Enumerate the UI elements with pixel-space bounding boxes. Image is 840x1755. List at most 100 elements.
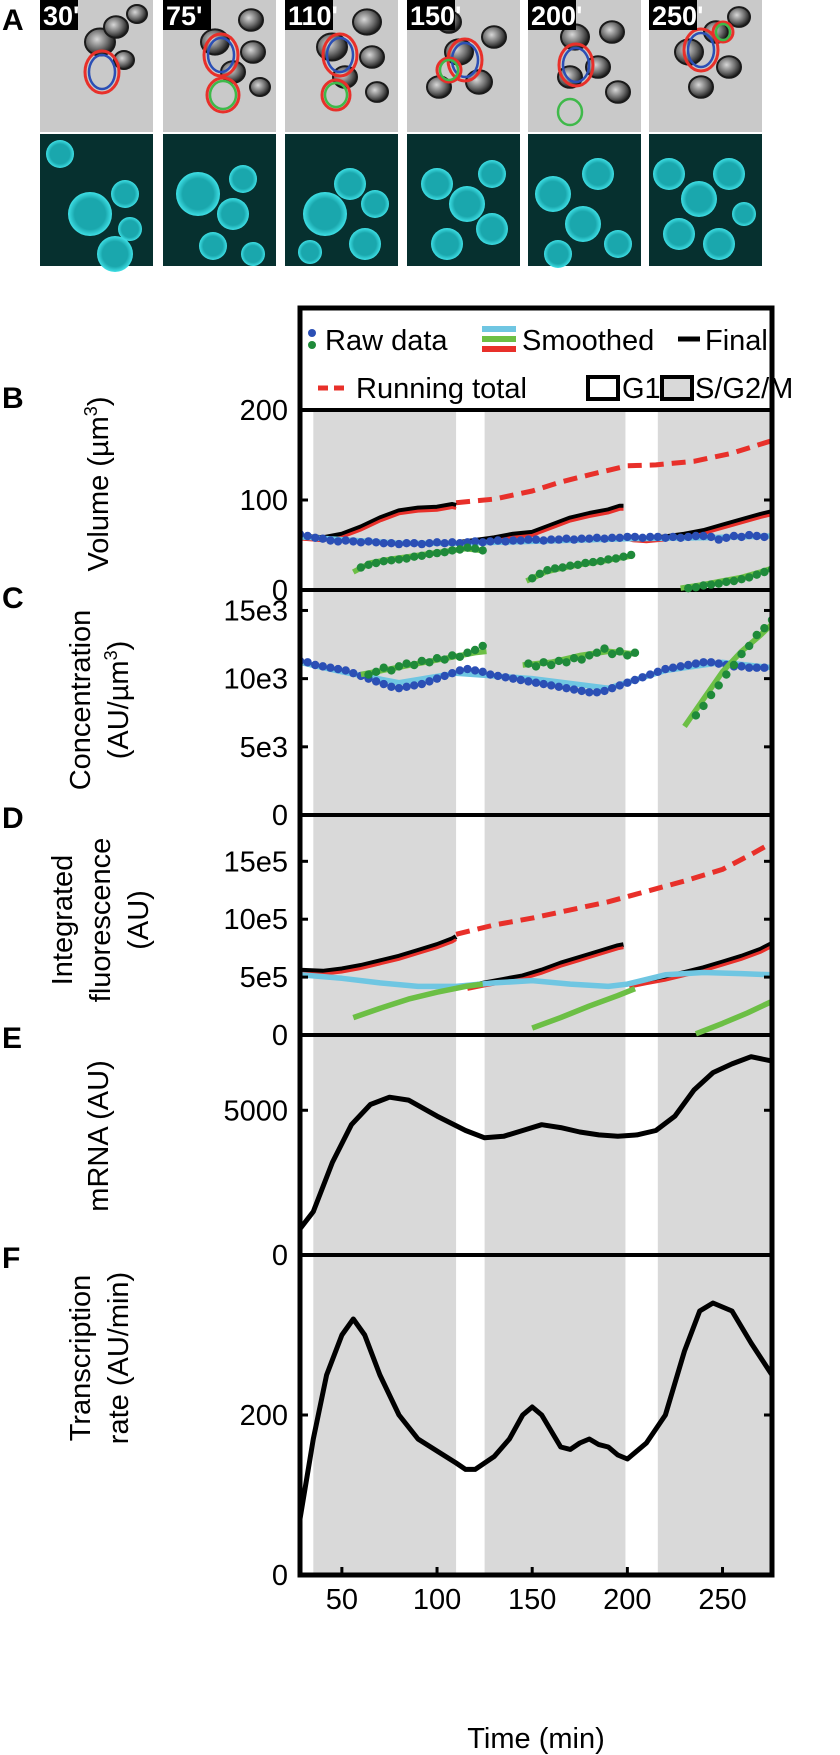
- panel-label-f: F: [2, 1242, 20, 1275]
- series-panel-e: [300, 1054, 772, 1231]
- ylabel-volume-sup: 3: [81, 406, 101, 416]
- x-tick-label-150: 150: [508, 1584, 556, 1616]
- raw-mother-point: [623, 532, 632, 542]
- raw-mother-point: [333, 537, 343, 546]
- raw-bud-point: [744, 641, 754, 651]
- raw-mother-point: [417, 539, 427, 549]
- ylabel-transcription-line1: Transcription: [65, 1275, 97, 1442]
- fluorescence-cell: [421, 168, 453, 200]
- raw-bud-point: [470, 645, 480, 655]
- raw-bud-point: [611, 554, 621, 563]
- running-total-line-1: [455, 438, 772, 506]
- raw-bud-point: [409, 552, 419, 561]
- raw-bud-point: [600, 644, 609, 653]
- legend-sg2m-swatch: [660, 375, 694, 401]
- raw-mother-point: [448, 538, 457, 547]
- fluorescence-cell: [703, 228, 735, 260]
- smoothed-mother-line-1: [300, 969, 772, 990]
- raw-mother-point: [379, 679, 388, 689]
- tile-4: 150': [407, 0, 530, 270]
- fluorescence-cell: [582, 158, 614, 190]
- raw-mother-point: [706, 532, 716, 542]
- raw-bud-point: [706, 690, 716, 700]
- raw-mother-point: [440, 539, 449, 548]
- raw-mother-point: [577, 534, 586, 543]
- mother-outline-red: [682, 27, 720, 73]
- fluorescence-cell: [681, 181, 717, 217]
- raw-mother-point: [371, 677, 381, 686]
- raw-mother-point: [524, 677, 533, 686]
- mother-outline-red: [202, 32, 240, 78]
- legend-final-label: Final: [705, 325, 768, 357]
- raw-mother-point: [699, 658, 708, 667]
- raw-bud-point: [596, 557, 605, 566]
- mother-outline-blue: [325, 36, 355, 74]
- brightfield-cell: [605, 80, 631, 104]
- fluorescence-cell: [349, 228, 381, 260]
- raw-bud-point: [706, 580, 716, 589]
- brightfield-cell: [481, 25, 507, 49]
- raw-bud-point: [387, 666, 396, 675]
- raw-mother-point: [615, 681, 624, 690]
- raw-bud-point: [699, 701, 708, 711]
- raw-mother-point: [668, 663, 678, 672]
- bud-outline-green: [323, 81, 349, 109]
- timepoint-label: 200': [531, 1, 582, 31]
- brightfield-cell: [126, 4, 148, 24]
- raw-bud-point: [402, 554, 411, 563]
- raw-bud-point: [463, 543, 472, 552]
- raw-bud-point: [623, 651, 632, 660]
- brightfield-cell: [240, 40, 266, 64]
- raw-mother-point: [432, 538, 442, 547]
- raw-bud-point: [379, 663, 388, 672]
- legend-smoothed: Smoothed: [482, 325, 654, 357]
- raw-bud-point: [729, 660, 739, 670]
- timepoint-label-bg: [163, 0, 211, 30]
- legend-smoothed-red: [482, 346, 516, 352]
- raw-mother-point: [562, 534, 571, 543]
- tile-gap: [153, 0, 163, 270]
- sg2m-interval-2: [484, 410, 626, 1575]
- raw-mother-point: [402, 539, 411, 548]
- raw-mother-point: [737, 662, 746, 671]
- raw-bud-point: [558, 563, 567, 572]
- raw-mother-point: [691, 531, 701, 541]
- fluorescence-cell: [176, 172, 220, 216]
- final-line-1: [300, 502, 457, 541]
- raw-bud-point: [531, 662, 541, 671]
- timepoint-label: 75': [166, 1, 202, 31]
- raw-mother-point: [607, 683, 617, 693]
- y-tick-label-B-2: 200: [240, 395, 288, 427]
- raw-bud-point: [394, 662, 404, 671]
- legend-smoothed-green: [482, 336, 516, 342]
- raw-mother-point: [539, 536, 548, 545]
- raw-mother-point: [470, 666, 480, 675]
- raw-mother-point: [531, 678, 541, 687]
- fluorescence-cell: [478, 160, 506, 188]
- raw-mother-point: [607, 533, 617, 542]
- raw-mother-point: [569, 685, 579, 694]
- raw-mother-point: [387, 539, 396, 548]
- raw-mother-point: [394, 539, 404, 549]
- raw-mother-point: [638, 673, 647, 682]
- series-panel-f: [300, 1300, 772, 1520]
- raw-mother-point: [463, 664, 472, 674]
- fluorescence-cell: [217, 198, 249, 230]
- y-tick-label-C-2: 10e3: [223, 664, 288, 696]
- brightfield-cell: [359, 45, 385, 69]
- raw-mother-point: [630, 532, 640, 542]
- raw-mother-point: [600, 534, 609, 543]
- raw-mother-point: [661, 533, 670, 542]
- fluorescence-cell: [653, 158, 685, 190]
- raw-bud-point: [535, 569, 545, 578]
- bud-outline-green: [208, 79, 238, 111]
- timepoint-label: 250': [652, 1, 703, 31]
- y-tick-label-E-0: 0: [272, 1240, 288, 1272]
- tile-gap: [398, 0, 408, 270]
- fluorescence-cell: [303, 192, 347, 236]
- timepoint-label-bg: [649, 0, 697, 30]
- raw-bud-point: [478, 641, 487, 651]
- brightfield-cell: [599, 20, 625, 44]
- raw-bud-point: [417, 656, 427, 666]
- raw-mother-point: [341, 666, 350, 675]
